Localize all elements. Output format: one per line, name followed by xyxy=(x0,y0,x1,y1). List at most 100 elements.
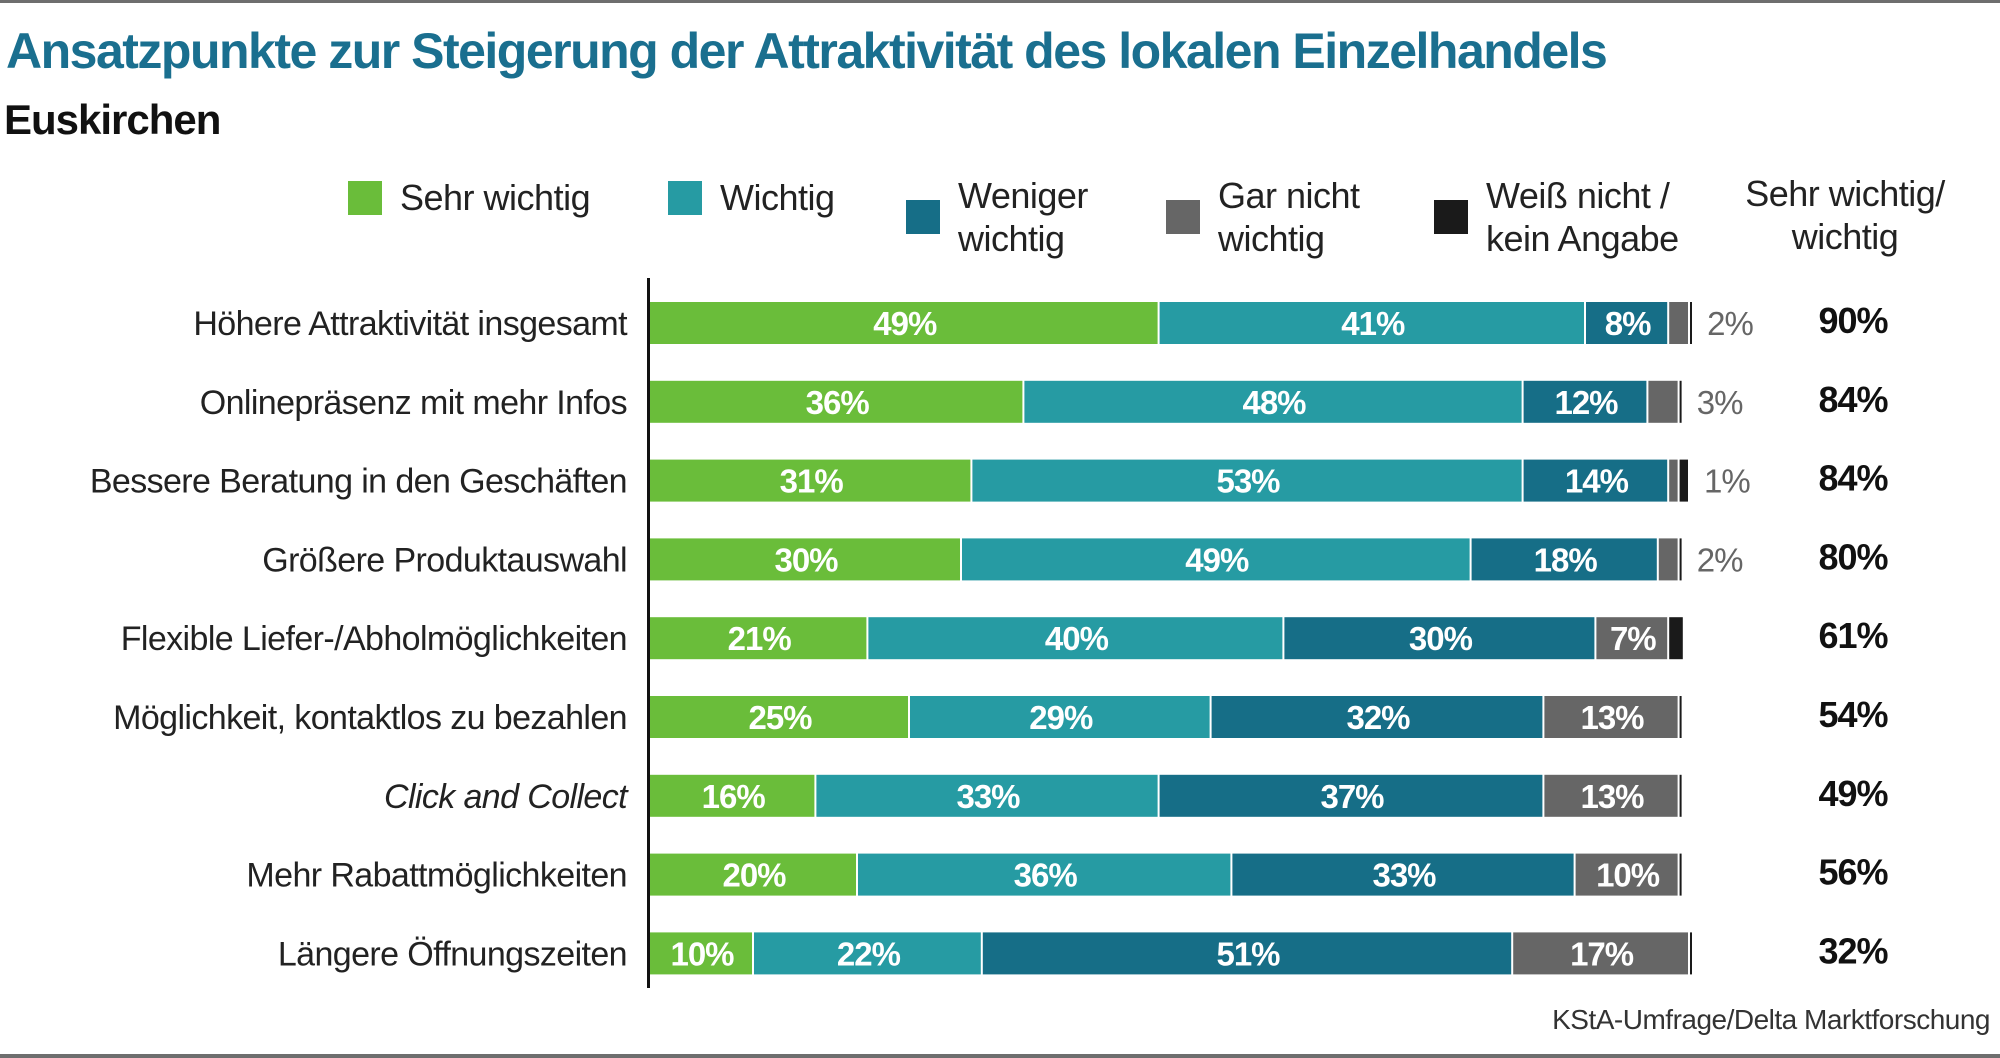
bar-segment-gar-nicht-wichtig xyxy=(1575,853,1678,896)
legend-label-line2: wichtig xyxy=(1218,218,1325,259)
legend-swatch-wichtig xyxy=(668,180,702,215)
segment-value-label: 18% xyxy=(1534,541,1598,578)
segment-value-label: 21% xyxy=(728,620,792,657)
bar-segment-wei-nicht-kein-angabe xyxy=(1679,459,1688,502)
bar-segment-weniger-wichtig xyxy=(1211,696,1543,738)
bar-segment-sehr-wichtig xyxy=(650,774,815,817)
segment-value-label: 33% xyxy=(956,778,1020,815)
segment-value-label: 8% xyxy=(1605,305,1651,342)
legend-item-gar-nicht-wichtig: Gar nicht wichtig xyxy=(1166,174,1360,260)
bar-segment-wichtig xyxy=(868,617,1283,660)
bar-segment-sehr-wichtig xyxy=(650,302,1158,344)
bar-segment-weniger-wichtig xyxy=(1471,538,1657,581)
bar-segment-gar-nicht-wichtig xyxy=(1544,774,1678,817)
bar-segment-gar-nicht-wichtig xyxy=(1513,932,1688,975)
y-axis-line xyxy=(647,278,650,988)
outside-value-label: 2% xyxy=(1697,541,1743,578)
totals-header-line2: wichtig xyxy=(1791,216,1899,257)
bar-segment-wichtig xyxy=(962,538,1470,581)
bar-segment-wei-nicht-kein-angabe xyxy=(1679,853,1682,896)
legend-label-line1: Gar nicht xyxy=(1218,175,1360,216)
bar-segment-wei-nicht-kein-angabe xyxy=(1679,380,1682,423)
total-value-label: 90% xyxy=(1818,300,1888,341)
legend-label-line2: kein Angabe xyxy=(1486,218,1679,259)
segment-value-label: 53% xyxy=(1216,463,1280,500)
bar-segment-weniger-wichtig xyxy=(1523,380,1647,423)
outside-value-label: 2% xyxy=(1707,305,1753,342)
outside-value-label: 1% xyxy=(1704,463,1750,500)
category-label: Möglichkeit, kontaktlos zu bezahlen xyxy=(113,699,627,737)
bar-segment-gar-nicht-wichtig xyxy=(1648,380,1678,423)
segment-value-label: 20% xyxy=(722,857,786,894)
segment-value-label: 40% xyxy=(1045,620,1109,657)
segment-value-label: 10% xyxy=(670,935,734,972)
total-value-label: 80% xyxy=(1818,536,1888,577)
segment-value-label: 37% xyxy=(1320,778,1384,815)
legend-label-line1: Weniger xyxy=(958,175,1088,216)
bar-segment-wichtig xyxy=(1024,380,1522,423)
category-label: Click and Collect xyxy=(384,778,629,816)
total-value-label: 32% xyxy=(1818,930,1888,971)
segment-value-label: 13% xyxy=(1580,699,1644,736)
total-value-label: 54% xyxy=(1818,694,1888,735)
segment-value-label: 22% xyxy=(837,935,901,972)
segment-value-label: 48% xyxy=(1242,384,1306,421)
bar-segment-wichtig xyxy=(858,853,1231,896)
bar-segment-sehr-wichtig xyxy=(650,380,1023,423)
bar-segment-sehr-wichtig xyxy=(650,459,971,502)
bottom-border xyxy=(0,1054,2000,1058)
segment-value-label: 32% xyxy=(1346,699,1410,736)
legend-label: Wichtig xyxy=(720,177,835,218)
bar-segment-gar-nicht-wichtig xyxy=(1658,538,1678,581)
segment-value-label: 13% xyxy=(1580,778,1644,815)
legend-swatch-weiss-nicht xyxy=(1434,200,1468,234)
category-label: Mehr Rabattmöglichkeiten xyxy=(246,857,627,895)
category-label: Bessere Beratung in den Geschäften xyxy=(90,463,627,501)
bar-segment-gar-nicht-wichtig xyxy=(1669,459,1678,502)
segment-value-label: 49% xyxy=(873,305,937,342)
segment-value-label: 36% xyxy=(1014,857,1078,894)
bar-segment-wichtig xyxy=(910,696,1210,738)
legend-swatch-gar-nicht-wichtig xyxy=(1166,200,1200,234)
bar-segment-weniger-wichtig xyxy=(1523,459,1668,502)
segment-value-label: 31% xyxy=(780,463,844,500)
bar-segment-gar-nicht-wichtig xyxy=(1596,617,1668,660)
bar-segment-weniger-wichtig xyxy=(1284,617,1595,660)
total-value-label: 84% xyxy=(1818,458,1888,499)
legend-item-sehr-wichtig: Sehr wichtig xyxy=(348,176,591,219)
legend-label-line1: Weiß nicht / xyxy=(1486,175,1670,216)
totals-header: Sehr wichtig/ wichtig xyxy=(1730,172,1960,258)
bar-segment-gar-nicht-wichtig xyxy=(1669,302,1688,344)
source-credit: KStA-Umfrage/Delta Marktforschung xyxy=(1552,1004,1990,1035)
total-value-label: 49% xyxy=(1818,773,1888,814)
category-label: Größere Produktauswahl xyxy=(262,541,627,579)
category-label: Onlinepräsenz mit mehr Infos xyxy=(200,384,627,422)
legend-label: Sehr wichtig xyxy=(400,177,591,218)
bar-segment-weniger-wichtig xyxy=(1232,853,1574,896)
category-label: Flexible Liefer-/Abholmöglichkeiten xyxy=(121,620,627,658)
segment-value-label: 33% xyxy=(1372,857,1436,894)
segment-value-label: 12% xyxy=(1554,384,1618,421)
legend-swatch-sehr-wichtig xyxy=(348,180,382,215)
bar-segment-wei-nicht-kein-angabe xyxy=(1679,696,1682,738)
chart-title: Ansatzpunkte zur Steigerung der Attrakti… xyxy=(6,23,1608,79)
chart-subtitle: Euskirchen xyxy=(4,96,221,143)
segment-value-label: 36% xyxy=(806,384,870,421)
bar-segment-wei-nicht-kein-angabe xyxy=(1690,302,1692,344)
bar-segment-wei-nicht-kein-angabe xyxy=(1679,774,1682,817)
bar-segment-wichtig xyxy=(816,774,1158,817)
bar-segment-wichtig xyxy=(1159,302,1584,344)
category-label: Längere Öffnungszeiten xyxy=(278,935,627,973)
bar-segment-weniger-wichtig xyxy=(1586,302,1668,344)
top-border xyxy=(0,0,2000,3)
segment-value-label: 25% xyxy=(748,699,812,736)
segment-value-label: 41% xyxy=(1341,305,1405,342)
segment-value-label: 30% xyxy=(1409,620,1473,657)
bar-segment-weniger-wichtig xyxy=(1159,774,1543,817)
legend-label-line2: wichtig xyxy=(958,218,1065,259)
segment-value-label: 49% xyxy=(1185,541,1249,578)
total-value-label: 61% xyxy=(1818,615,1888,656)
segment-value-label: 14% xyxy=(1565,463,1629,500)
outside-value-label: 3% xyxy=(1697,384,1743,421)
segment-value-label: 29% xyxy=(1029,699,1093,736)
